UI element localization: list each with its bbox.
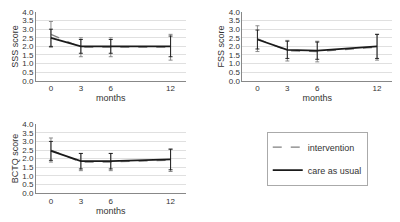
svg-text:1.5: 1.5 bbox=[22, 51, 34, 60]
svg-text:SSS score: SSS score bbox=[10, 25, 20, 68]
svg-text:3: 3 bbox=[79, 197, 84, 206]
svg-text:3: 3 bbox=[79, 84, 84, 93]
svg-text:12: 12 bbox=[166, 84, 175, 93]
svg-text:2.5: 2.5 bbox=[229, 34, 241, 43]
svg-text:0: 0 bbox=[255, 84, 260, 93]
svg-text:1.0: 1.0 bbox=[22, 172, 34, 181]
svg-text:12: 12 bbox=[373, 84, 382, 93]
svg-text:6: 6 bbox=[109, 84, 114, 93]
svg-text:3: 3 bbox=[285, 84, 290, 93]
svg-text:4.0: 4.0 bbox=[22, 8, 34, 17]
svg-text:FSS score: FSS score bbox=[216, 25, 226, 67]
svg-text:intervention: intervention bbox=[308, 143, 355, 153]
svg-text:0.5: 0.5 bbox=[22, 68, 34, 77]
svg-text:0.5: 0.5 bbox=[229, 68, 241, 77]
svg-text:6: 6 bbox=[315, 84, 320, 93]
svg-text:1.0: 1.0 bbox=[22, 59, 34, 68]
svg-text:3.0: 3.0 bbox=[22, 25, 34, 34]
svg-text:months: months bbox=[96, 206, 126, 216]
svg-text:1.5: 1.5 bbox=[22, 163, 34, 172]
svg-text:months: months bbox=[96, 93, 126, 103]
svg-text:3.5: 3.5 bbox=[22, 16, 34, 25]
svg-text:months: months bbox=[302, 93, 332, 103]
svg-text:0.5: 0.5 bbox=[22, 180, 34, 189]
svg-text:0.0: 0.0 bbox=[22, 189, 34, 198]
svg-text:3.5: 3.5 bbox=[22, 129, 34, 138]
svg-text:3.0: 3.0 bbox=[229, 25, 241, 34]
svg-text:1.5: 1.5 bbox=[229, 51, 241, 60]
svg-text:2.0: 2.0 bbox=[22, 154, 34, 163]
svg-text:12: 12 bbox=[166, 197, 175, 206]
svg-text:0: 0 bbox=[49, 84, 54, 93]
svg-text:2.5: 2.5 bbox=[22, 146, 34, 155]
svg-text:0.0: 0.0 bbox=[22, 77, 34, 86]
svg-text:2.0: 2.0 bbox=[229, 42, 241, 51]
svg-text:4.0: 4.0 bbox=[229, 8, 241, 17]
svg-text:BCTQ score: BCTQ score bbox=[10, 134, 20, 184]
svg-text:1.0: 1.0 bbox=[229, 59, 241, 68]
svg-text:0.0: 0.0 bbox=[229, 77, 241, 86]
svg-text:6: 6 bbox=[109, 197, 114, 206]
svg-text:0: 0 bbox=[49, 197, 54, 206]
svg-text:2.0: 2.0 bbox=[22, 42, 34, 51]
svg-text:4.0: 4.0 bbox=[22, 120, 34, 129]
svg-text:care as usual: care as usual bbox=[308, 166, 362, 176]
svg-text:3.0: 3.0 bbox=[22, 137, 34, 146]
svg-text:2.5: 2.5 bbox=[22, 34, 34, 43]
svg-text:3.5: 3.5 bbox=[229, 16, 241, 25]
